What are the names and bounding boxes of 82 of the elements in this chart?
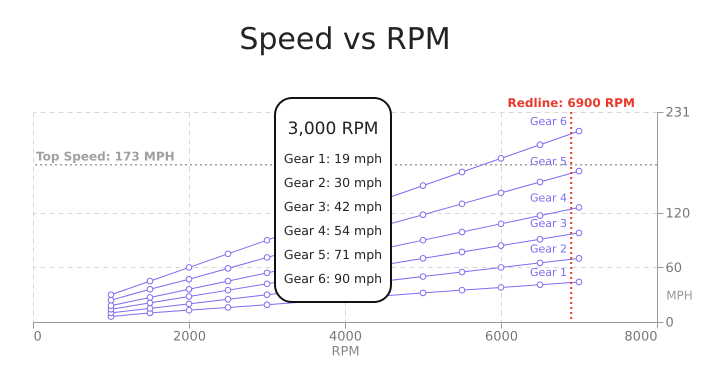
point: [186, 264, 192, 271]
y-axis-title: MPH: [666, 288, 693, 302]
point: [224, 304, 232, 311]
point: [108, 291, 114, 298]
point: [108, 296, 114, 304]
point: [498, 284, 504, 291]
point: [146, 294, 154, 301]
point: [536, 281, 544, 288]
point: [420, 273, 426, 280]
ref-line-label: Top Speed: 173 MPH: [36, 150, 175, 164]
point: [458, 286, 466, 294]
point: [458, 200, 466, 208]
x-tick-label: 8000: [624, 330, 658, 344]
point: [264, 270, 270, 276]
point: [576, 278, 582, 286]
series-label: Gear 6: [530, 115, 567, 128]
point: [576, 230, 582, 236]
ref-line-label: Redline: 6900 RPM: [507, 96, 635, 110]
point: [224, 296, 232, 303]
point: [498, 155, 504, 162]
point: [146, 305, 154, 312]
point: [146, 286, 154, 293]
annotation: Gear 1: 19 mph: [282, 150, 384, 168]
x-tick-label: 0: [34, 330, 42, 344]
point: [186, 306, 192, 314]
x-tick-label: 2000: [172, 330, 206, 344]
point: [498, 242, 504, 249]
x-axis-title: RPM: [331, 344, 360, 360]
annotation: Gear 2: 30 mph: [282, 174, 384, 192]
point: [576, 168, 582, 174]
point: [420, 211, 426, 218]
point: [420, 236, 426, 244]
annotation: Gear 4: 54 mph: [282, 222, 384, 240]
point: [264, 280, 270, 288]
point: [420, 255, 426, 262]
series-label: Gear 3: [530, 216, 567, 230]
series-label: Gear 4: [530, 191, 567, 204]
annotation: 3,000 RPM: [286, 119, 380, 139]
point: [108, 302, 114, 309]
point: [186, 293, 192, 300]
point: [420, 290, 426, 296]
chart-title: Speed vs RPM: [239, 22, 451, 57]
y-tick-label: 60: [666, 260, 682, 276]
series-label: Gear 2: [530, 242, 567, 256]
point: [224, 278, 232, 284]
point: [576, 204, 582, 211]
y-tick-label: 120: [666, 206, 690, 222]
y-tick-label: 0: [666, 316, 674, 330]
point: [536, 178, 544, 186]
point: [264, 301, 270, 308]
point: [576, 255, 582, 262]
point: [498, 220, 504, 228]
point: [264, 291, 270, 298]
point: [186, 300, 192, 308]
annotation: Gear 6: 90 mph: [282, 270, 384, 288]
x-tick-label: 6000: [484, 330, 518, 344]
annotation: Gear 3: 42 mph: [282, 198, 384, 216]
y-tick-label: 231: [666, 106, 690, 120]
point: [498, 190, 504, 196]
point: [186, 286, 192, 293]
point: [458, 248, 466, 256]
point: [186, 276, 192, 283]
point: [146, 278, 154, 284]
point: [576, 128, 582, 134]
point: [224, 265, 232, 272]
point: [536, 141, 544, 148]
point: [458, 268, 466, 276]
point: [458, 228, 466, 236]
x-tick-label: 4000: [328, 330, 362, 344]
point: [498, 264, 504, 271]
point: [146, 300, 154, 306]
point: [224, 250, 232, 258]
point: [536, 260, 544, 266]
point: [264, 254, 270, 261]
annotation: Gear 5: 71 mph: [282, 246, 384, 264]
series-label: Gear 1: [530, 266, 567, 279]
point: [536, 212, 544, 219]
point: [458, 168, 466, 176]
point: [536, 236, 544, 243]
point: [420, 182, 426, 189]
point: [264, 236, 270, 244]
point: [224, 286, 232, 294]
